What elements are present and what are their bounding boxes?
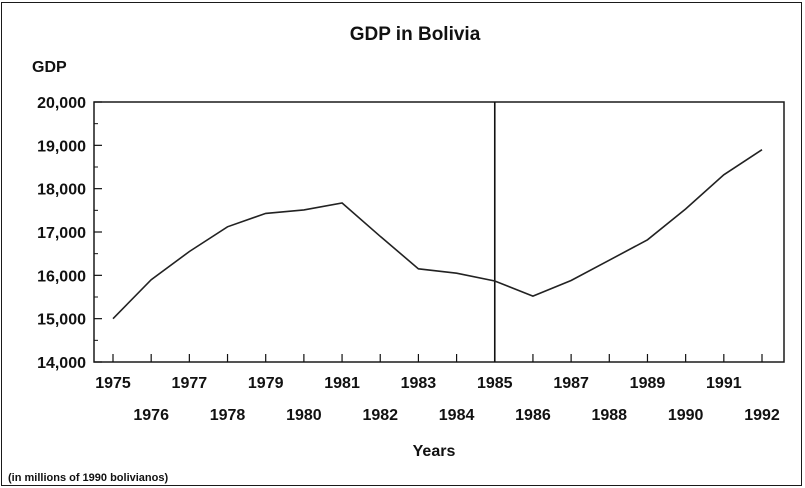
x-tick-label: 1987 — [553, 375, 589, 392]
y-axis: 14,000 15,000 16,000 17,000 18,000 19,000 20,0… — [37, 95, 102, 372]
x-tick-label: 1976 — [133, 407, 169, 424]
y-tick-label: 17,000 — [37, 225, 86, 242]
x-tick-label: 1979 — [248, 375, 284, 392]
x-tick-label: 1975 — [95, 375, 131, 392]
x-tick-label: 1988 — [591, 407, 627, 424]
x-tick-label: 1986 — [515, 407, 551, 424]
chart-title: GDP in Bolivia — [350, 24, 481, 45]
x-tick-label: 1985 — [477, 375, 513, 392]
x-tick-label: 1981 — [324, 375, 360, 392]
x-tick-label: 1992 — [744, 407, 780, 424]
x-tick-label: 1982 — [362, 407, 398, 424]
x-tick-label: 1991 — [706, 375, 742, 392]
x-axis-label: Years — [413, 443, 456, 460]
x-tick-label: 1980 — [286, 407, 322, 424]
y-tick-label: 19,000 — [37, 138, 86, 155]
y-tick-label: 20,000 — [37, 95, 86, 112]
x-tick-label: 1977 — [172, 375, 208, 392]
series-line-gdp — [112, 149, 763, 320]
plot-area — [93, 101, 785, 363]
x-tick-label: 1978 — [210, 407, 246, 424]
x-tick-label: 1990 — [668, 407, 704, 424]
x-tick-label: 1983 — [401, 375, 437, 392]
x-tick-label: 1989 — [630, 375, 666, 392]
y-tick-label: 18,000 — [37, 182, 86, 199]
x-axis: 1975197619771978197919801981198219831984… — [95, 354, 780, 424]
y-tick-label: 16,000 — [37, 268, 86, 285]
y-axis-label: GDP — [32, 59, 67, 76]
y-tick-label: 15,000 — [37, 312, 86, 329]
x-tick-label: 1984 — [439, 407, 475, 424]
units-note: (in millions of 1990 bolivianos) — [8, 472, 168, 484]
y-tick-label: 14,000 — [37, 355, 86, 372]
